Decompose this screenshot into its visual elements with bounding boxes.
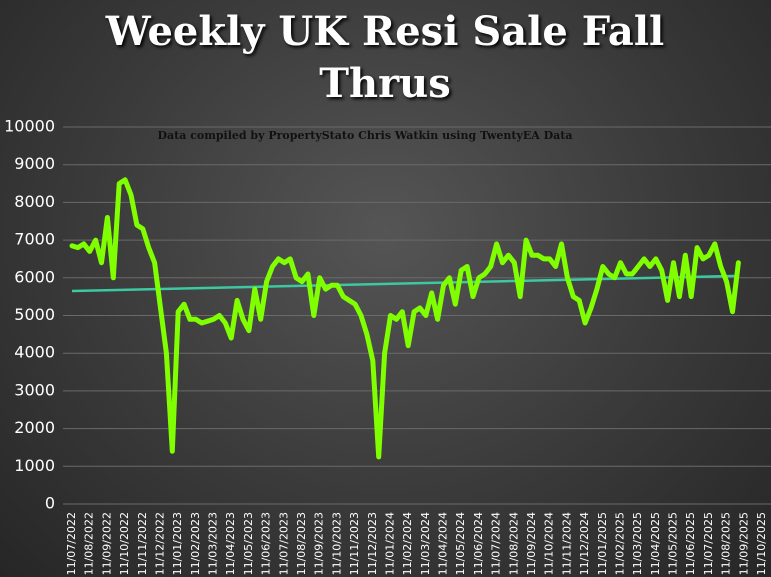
x-tick-label: 11/10/2023 [330,512,343,575]
chart-subtitle: Data compiled by PropertyStato Chris Wat… [157,129,572,142]
x-tick-label: 11/04/2025 [649,512,662,575]
grid [63,126,771,505]
x-tick-label: 11/05/2025 [667,512,680,575]
x-tick-label: 11/07/2023 [277,512,290,575]
x-tick-label: 11/05/2024 [454,512,467,575]
axes: 0 1000 2000 3000 4000 5000 6000 7000 8000 9000 100… [4,117,768,576]
x-tick-label: 11/10/2025 [755,512,768,575]
x-tick-label: 11/07/2025 [702,512,715,575]
x-tick-label: 11/08/2023 [295,512,308,575]
x-tick-label: 11/07/2022 [65,512,78,575]
x-tick-label: 11/02/2024 [401,512,414,575]
y-tick-label: 4000 [14,343,55,362]
x-tick-label: 11/05/2023 [242,512,255,575]
data-line [69,177,741,460]
y-tick-label: 10000 [4,117,55,136]
x-tick-label: 11/08/2024 [507,512,520,575]
x-tick-label: 11/02/2023 [189,512,202,575]
x-tick-label: 11/11/2022 [136,512,149,575]
x-tick-label: 11/09/2024 [525,512,538,575]
x-tick-label: 11/03/2024 [419,512,432,575]
x-tick-label: 11/10/2024 [543,512,556,575]
x-tick-label: 11/07/2024 [490,512,503,575]
x-tick-label: 11/09/2023 [313,512,326,575]
x-tick-label: 11/03/2023 [207,512,220,575]
x-tick-label: 11/12/2023 [366,512,379,575]
y-tick-label: 0 [45,494,55,513]
y-tick-label: 9000 [14,154,55,173]
x-tick-label: 11/01/2023 [171,512,184,575]
y-tick-label: 5000 [14,305,55,324]
x-tick-label: 11/10/2022 [118,512,131,575]
x-tick-label: 11/04/2023 [224,512,237,575]
x-tick-label: 11/09/2022 [100,512,113,575]
trend-line [71,274,739,293]
x-tick-label: 11/11/2023 [348,512,361,575]
y-tick-label: 1000 [14,456,55,475]
x-tick-label: 11/03/2025 [631,512,644,575]
y-tick-label: 6000 [14,267,55,286]
x-tick-label: 11/06/2023 [260,512,273,575]
x-tick-label: 11/09/2025 [737,512,750,575]
y-tick-label: 3000 [14,380,55,399]
x-tick-label: 11/12/2022 [153,512,166,575]
x-tick-label: 11/02/2025 [613,512,626,575]
x-tick-label: 11/01/2025 [596,512,609,575]
x-tick-label: 11/11/2024 [560,512,573,575]
y-tick-label: 2000 [14,418,55,437]
y-tick-label: 7000 [14,230,55,249]
x-tick-label: 11/12/2024 [578,512,591,575]
x-tick-label: 11/06/2025 [684,512,697,575]
y-tick-label: 8000 [14,192,55,211]
x-tick-label: 11/01/2024 [383,512,396,575]
x-tick-label: 11/04/2024 [437,512,450,575]
x-tick-label: 11/08/2022 [83,512,96,575]
x-tick-label: 11/06/2024 [472,512,485,575]
chart-title: Weekly UK Resi Sale Fall Thrus [105,8,665,107]
x-tick-label: 11/08/2025 [720,512,733,575]
